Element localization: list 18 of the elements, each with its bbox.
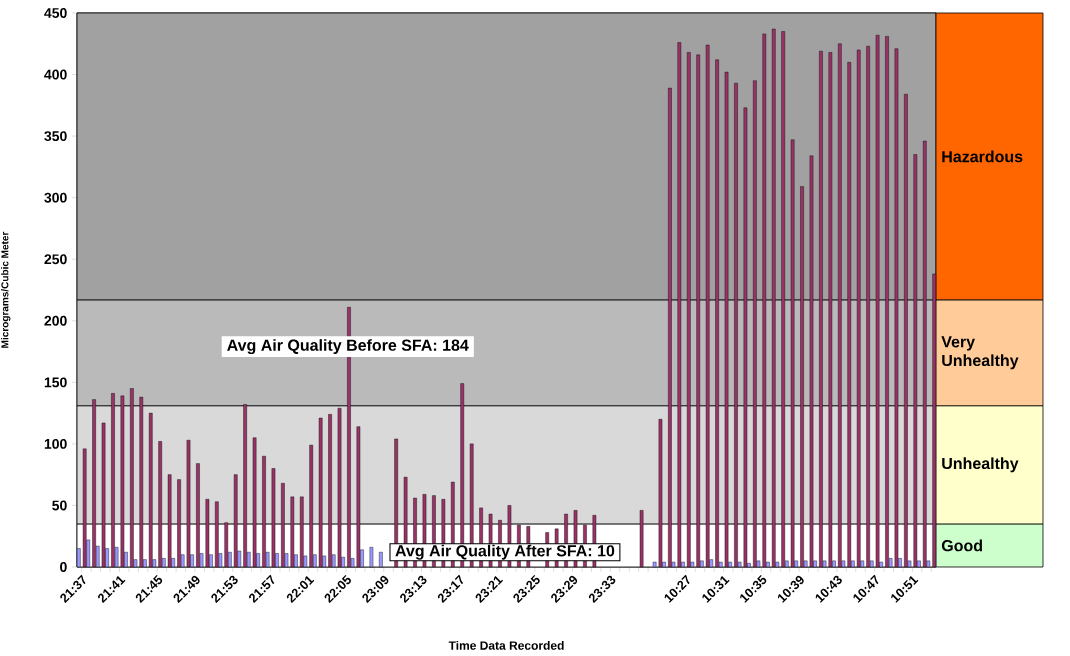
y-tick-label: 400 — [44, 69, 67, 80]
y-tick-label: 250 — [44, 254, 67, 265]
y-tick-label: 200 — [44, 315, 67, 326]
y-tick-label: 0 — [60, 562, 67, 572]
y-tick-label: 100 — [44, 438, 67, 449]
y-tick-label: 450 — [44, 8, 67, 18]
y-tick-label: 150 — [44, 377, 67, 388]
band-label: Good — [941, 539, 982, 552]
annotation: Avg Air Quality Before SFA: 184 — [227, 339, 469, 355]
x-axis-title: Time Data Recorded — [448, 640, 564, 650]
band-label: Hazardous — [942, 150, 1023, 163]
y-tick-label: 50 — [52, 500, 67, 511]
band-label: Very Unhealthy — [941, 336, 1019, 370]
y-tick-label: 300 — [44, 192, 67, 203]
band-label: Unhealthy — [942, 457, 1019, 473]
annotation: Avg Air Quality After SFA: 10 — [395, 544, 615, 560]
y-tick-label: 350 — [44, 131, 67, 142]
y-axis-title: Micrograms/Cubic Meter — [1, 231, 11, 348]
